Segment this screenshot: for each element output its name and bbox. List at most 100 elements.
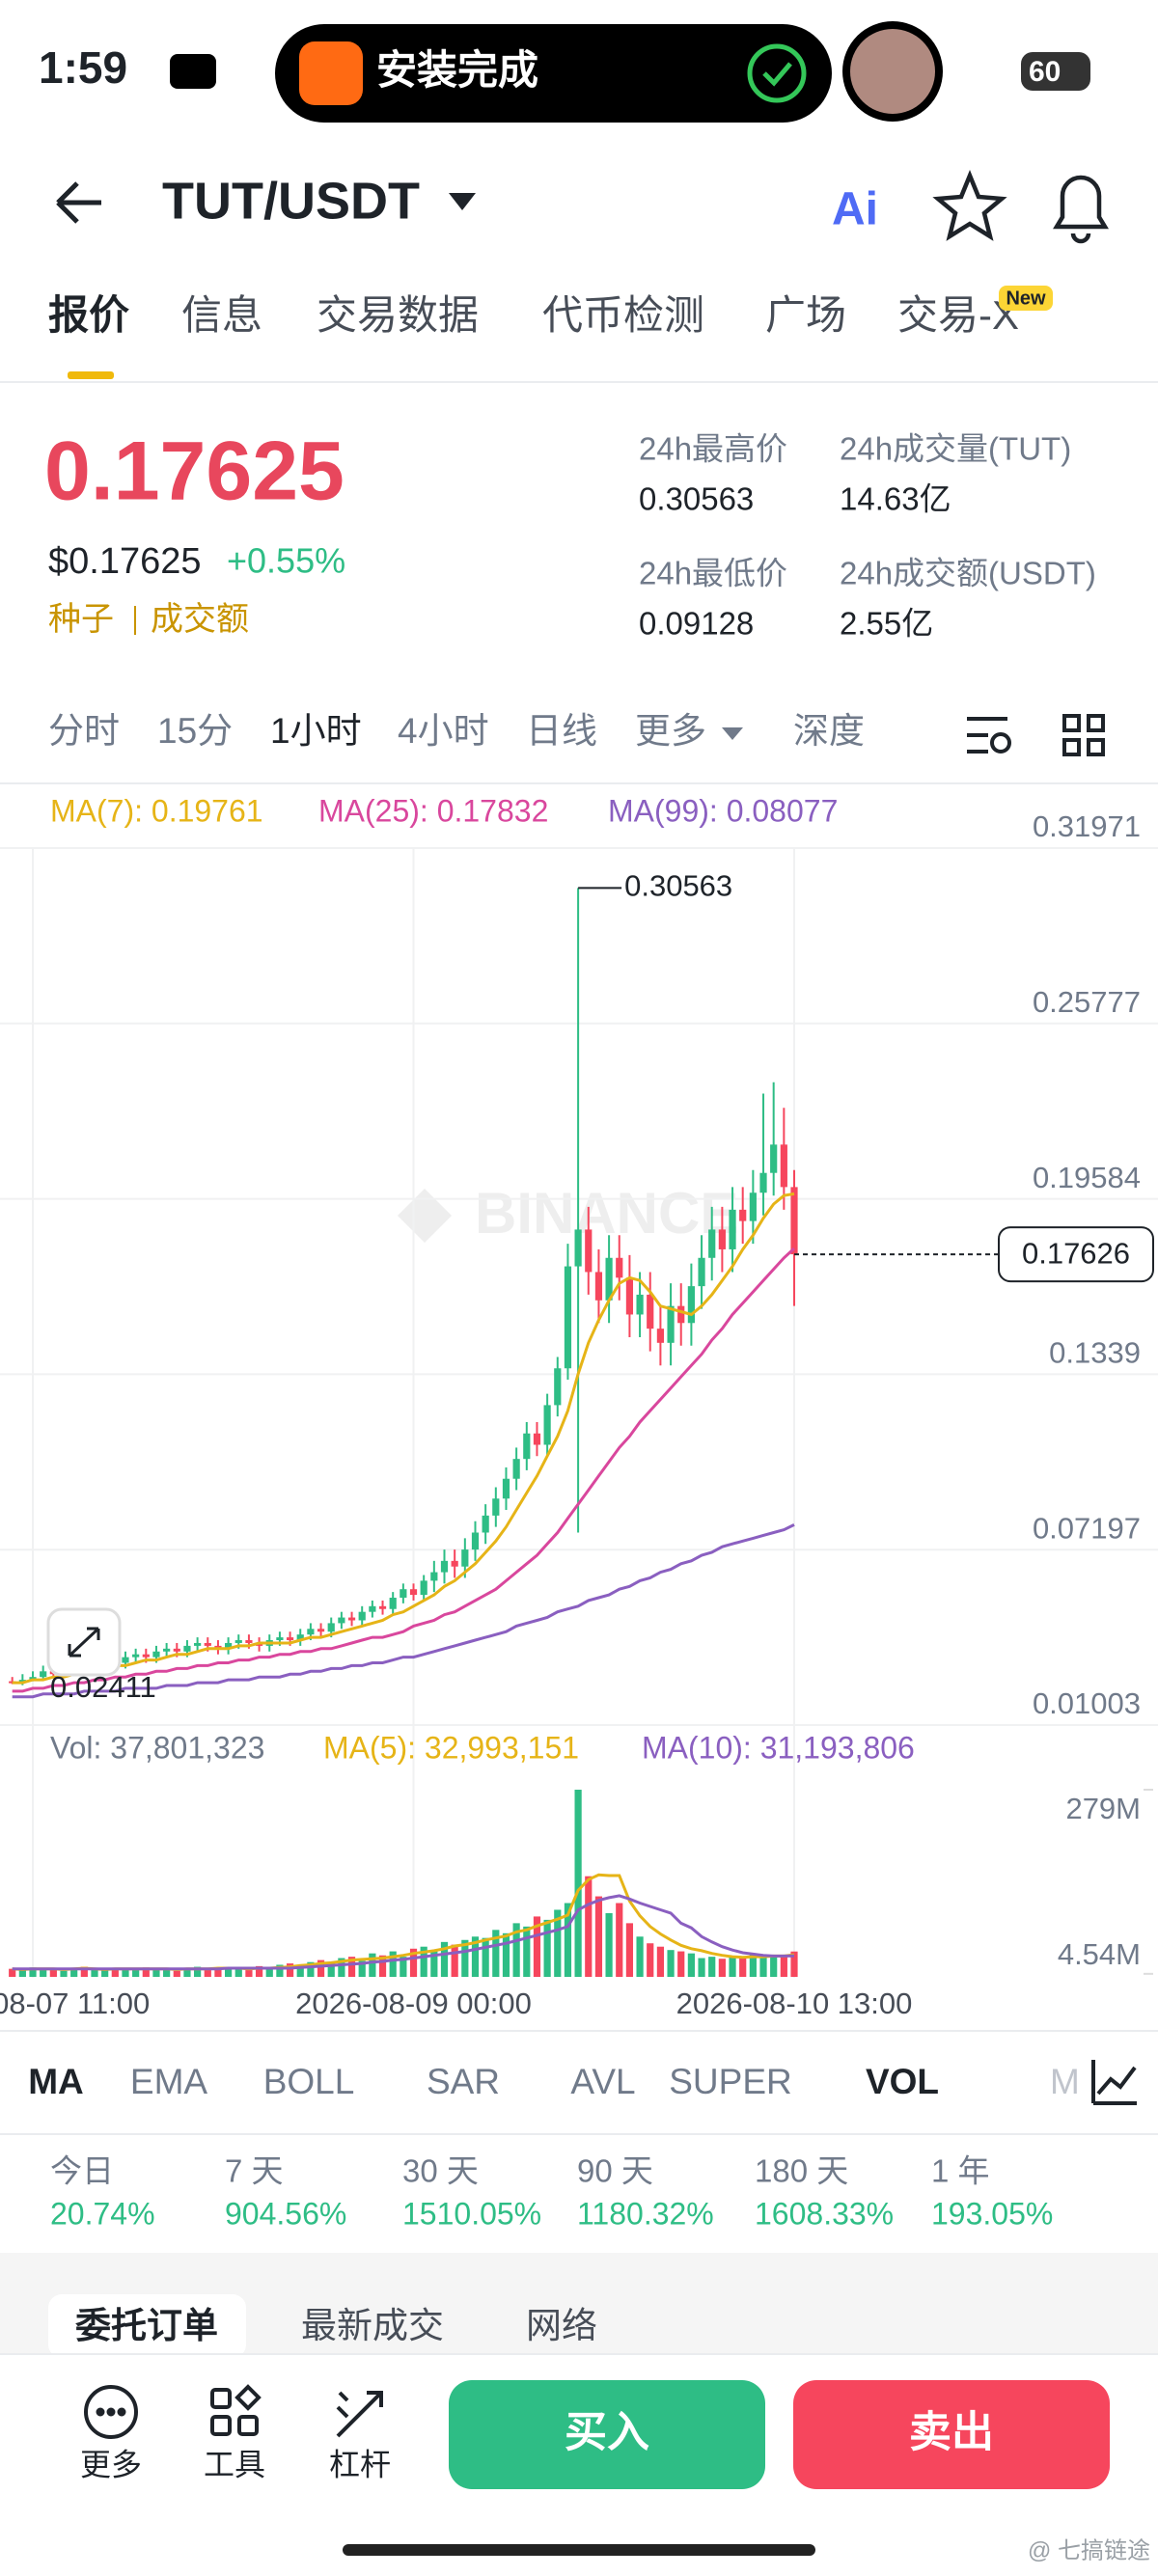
volume-bar	[471, 1936, 480, 1977]
indicator-tab[interactable]: VOL	[866, 2062, 939, 2101]
interval[interactable]: 深度	[793, 711, 865, 751]
candle-body	[471, 1532, 480, 1550]
back-icon[interactable]	[56, 181, 101, 224]
volume-bar	[430, 1950, 438, 1977]
candle-body	[420, 1580, 427, 1596]
volume-bar	[461, 1939, 469, 1977]
volume-bar	[389, 1951, 397, 1977]
tab[interactable]: 信息	[181, 292, 262, 338]
indicator-tab[interactable]: M	[1050, 2062, 1080, 2101]
nav-label[interactable]: 杠杆	[329, 2447, 391, 2481]
interval[interactable]: 更多	[635, 711, 706, 751]
current-price: 0.17626	[1022, 1236, 1130, 1270]
interval[interactable]: 分时	[48, 711, 120, 751]
volume-bar	[245, 1970, 253, 1977]
candle-body	[369, 1605, 376, 1612]
indicator-tab[interactable]: MA	[28, 2062, 84, 2101]
volume-bar	[533, 1916, 541, 1977]
volume-bar	[440, 1941, 449, 1977]
order-tab[interactable]: 最新成交	[301, 2306, 444, 2345]
volume-bar	[667, 1950, 675, 1977]
candle-body	[234, 1640, 242, 1643]
volume-bar	[574, 1790, 582, 1977]
app-icon	[299, 41, 363, 105]
layout-icon[interactable]	[1062, 714, 1105, 756]
candle-body	[616, 1257, 623, 1278]
order-tab[interactable]: 委托订单	[75, 2306, 218, 2345]
alert-icon[interactable]	[1053, 175, 1109, 244]
volume-bar	[358, 1960, 366, 1977]
pair-dropdown[interactable]	[449, 193, 476, 210]
tab[interactable]: 交易数据	[317, 292, 479, 338]
favorite-icon[interactable]	[932, 170, 1007, 241]
candle-body	[225, 1642, 233, 1649]
volume-bar	[18, 1970, 26, 1977]
volume-bar	[327, 1962, 335, 1977]
tab[interactable]: 代币检测	[542, 292, 704, 338]
indicator-tab[interactable]: SAR	[427, 2062, 500, 2101]
indicator-tab[interactable]: BOLL	[263, 2062, 355, 2101]
candle-body	[564, 1266, 572, 1369]
candle-body	[451, 1560, 458, 1567]
new-badge-bg	[999, 286, 1053, 311]
stat-value: 0.09128	[639, 606, 754, 642]
fullscreen-icon[interactable]	[46, 1607, 122, 1677]
candle-body	[482, 1515, 489, 1533]
status-time: 1:59	[39, 42, 127, 93]
indicator-settings-icon[interactable]	[1091, 2060, 1137, 2105]
y-tick-label: 0.25777	[1033, 985, 1141, 1019]
avatar	[850, 29, 935, 114]
volume-bar	[29, 1967, 37, 1977]
period-label: 1 年	[931, 2153, 990, 2189]
order-tab[interactable]: 网络	[526, 2306, 597, 2345]
nav-label[interactable]: 工具	[204, 2447, 265, 2481]
candle-body	[286, 1637, 294, 1641]
ma-line	[12, 1523, 795, 1699]
buy-button[interactable]	[449, 2380, 765, 2489]
sell-label[interactable]: 卖出	[909, 2409, 994, 2456]
volume-bar	[163, 1968, 171, 1977]
period-change: 20.74%	[50, 2196, 155, 2231]
chart-settings-icon[interactable]	[967, 717, 1011, 754]
buy-label[interactable]: 买入	[565, 2409, 649, 2456]
nav-label[interactable]: 更多	[80, 2447, 142, 2481]
period-change: 904.56%	[225, 2196, 346, 2231]
interval[interactable]: 15分	[157, 711, 233, 751]
watermark: BINANCE	[475, 1181, 738, 1246]
tab-underline	[68, 371, 114, 379]
candle-body	[347, 1617, 356, 1621]
indicator-tab[interactable]: AVL	[570, 2062, 635, 2101]
candle-body	[739, 1209, 747, 1221]
candle-body	[780, 1144, 787, 1188]
interval[interactable]: 4小时	[398, 711, 489, 751]
stat-label: 24h成交量(TUT)	[840, 431, 1071, 467]
volume-bar	[317, 1959, 325, 1977]
ma-line	[12, 1894, 795, 1971]
candle-body	[389, 1598, 397, 1609]
volume-bar	[656, 1946, 665, 1977]
usd-price: $0.17625	[48, 541, 202, 582]
candle-body	[512, 1459, 520, 1479]
bottom-icons[interactable]	[84, 2384, 383, 2439]
volume-tick-label: 279M	[1065, 1792, 1141, 1825]
volume-bar	[49, 1967, 57, 1977]
tab[interactable]: 报价	[48, 292, 129, 338]
sell-button[interactable]	[793, 2380, 1110, 2489]
interval[interactable]: 日线	[526, 711, 597, 751]
active-order-tab[interactable]	[48, 2294, 246, 2358]
volume-bar	[183, 1967, 191, 1977]
candle-body	[122, 1657, 129, 1663]
volume-bar	[512, 1923, 520, 1977]
tag: 成交额	[151, 601, 249, 638]
more-dropdown[interactable]	[722, 727, 743, 740]
interval[interactable]: 1小时	[270, 711, 362, 751]
volume-bar	[173, 1970, 180, 1977]
stat-label: 24h成交额(USDT)	[840, 556, 1096, 591]
indicator-tab[interactable]: SUPER	[669, 2062, 791, 2101]
indicator-tab[interactable]: EMA	[130, 2062, 208, 2101]
volume-bar	[585, 1876, 593, 1977]
x-tick-label: 2026-08-07 11:00	[0, 1987, 150, 2020]
tab[interactable]: 广场	[765, 292, 846, 338]
y-tick-label: 0.1339	[1049, 1336, 1141, 1370]
ai-button[interactable]: Ai	[832, 184, 878, 235]
